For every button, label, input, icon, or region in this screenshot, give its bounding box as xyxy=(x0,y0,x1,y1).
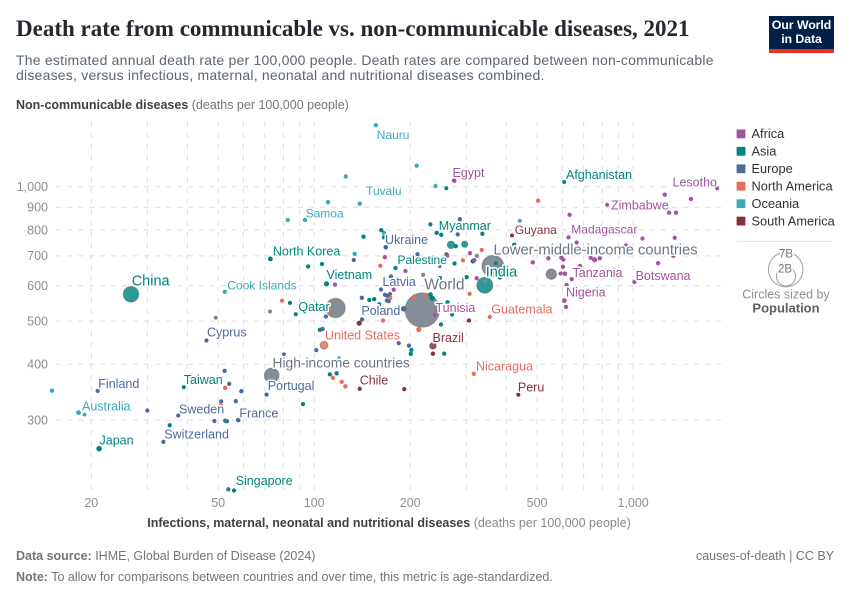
svg-text:Africa: Africa xyxy=(752,126,786,141)
svg-text:Egypt: Egypt xyxy=(453,166,485,180)
svg-text:Tuvalu: Tuvalu xyxy=(366,184,402,198)
svg-text:Europe: Europe xyxy=(752,161,793,176)
svg-text:Circles sized by: Circles sized by xyxy=(742,287,830,301)
svg-text:Switzerland: Switzerland xyxy=(164,427,229,441)
svg-text:Cook Islands: Cook Islands xyxy=(227,279,296,293)
svg-text:Qatar: Qatar xyxy=(298,300,329,314)
svg-text:Lesotho: Lesotho xyxy=(673,176,718,190)
svg-text:Lower-middle-income countries: Lower-middle-income countries xyxy=(494,243,698,259)
svg-text:600: 600 xyxy=(27,279,48,293)
svg-text:United States: United States xyxy=(325,329,400,343)
svg-text:Brazil: Brazil xyxy=(433,331,464,345)
svg-text:Zimbabwe: Zimbabwe xyxy=(611,199,669,213)
svg-text:200: 200 xyxy=(400,496,421,510)
svg-text:1,000: 1,000 xyxy=(617,496,648,510)
svg-text:500: 500 xyxy=(527,496,548,510)
svg-text:400: 400 xyxy=(27,358,48,372)
svg-text:High-income countries: High-income countries xyxy=(273,356,410,371)
svg-text:Peru: Peru xyxy=(518,381,544,395)
svg-text:500: 500 xyxy=(27,314,48,328)
svg-text:China: China xyxy=(132,273,171,289)
svg-text:Singapore: Singapore xyxy=(236,474,293,488)
svg-text:50: 50 xyxy=(211,496,225,510)
svg-text:Finland: Finland xyxy=(98,377,139,391)
svg-text:Nauru: Nauru xyxy=(377,128,410,142)
svg-text:Nigeria: Nigeria xyxy=(566,285,606,299)
svg-text:Asia: Asia xyxy=(752,144,778,159)
svg-text:Palestine: Palestine xyxy=(398,253,448,267)
svg-text:1,000: 1,000 xyxy=(17,180,48,194)
svg-text:Australia: Australia xyxy=(82,399,131,413)
svg-text:Myanmar: Myanmar xyxy=(439,219,491,233)
svg-text:North Korea: North Korea xyxy=(273,245,340,259)
svg-text:Tunisia: Tunisia xyxy=(436,301,476,315)
svg-text:Infections, maternal, neonatal: Infections, maternal, neonatal and nutri… xyxy=(147,516,631,530)
svg-text:300: 300 xyxy=(27,413,48,427)
svg-text:North America: North America xyxy=(752,178,834,193)
svg-text:Poland: Poland xyxy=(361,304,400,318)
svg-text:Taiwan: Taiwan xyxy=(184,373,223,387)
svg-text:Guatemala: Guatemala xyxy=(491,303,552,317)
svg-text:Oceania: Oceania xyxy=(752,196,801,211)
svg-text:Tanzania: Tanzania xyxy=(573,266,623,280)
svg-text:Guyana: Guyana xyxy=(515,223,557,237)
svg-text:France: France xyxy=(239,406,278,420)
svg-text:Latvia: Latvia xyxy=(383,275,416,289)
svg-text:Samoa: Samoa xyxy=(306,207,344,221)
svg-text:Botswana: Botswana xyxy=(636,269,691,283)
svg-text:Portugal: Portugal xyxy=(268,379,315,393)
svg-text:100: 100 xyxy=(304,496,325,510)
svg-text:Ukraine: Ukraine xyxy=(385,233,428,247)
svg-text:Japan: Japan xyxy=(100,434,134,448)
svg-text:Population: Population xyxy=(752,301,819,316)
svg-text:South America: South America xyxy=(752,213,836,228)
svg-text:7B: 7B xyxy=(779,249,793,261)
svg-text:20: 20 xyxy=(84,496,98,510)
svg-text:900: 900 xyxy=(27,201,48,215)
svg-text:2B: 2B xyxy=(778,264,792,276)
svg-text:Cyprus: Cyprus xyxy=(207,325,247,339)
svg-text:Afghanistan: Afghanistan xyxy=(566,168,632,182)
svg-text:World: World xyxy=(424,277,464,294)
svg-text:Chile: Chile xyxy=(360,374,389,388)
svg-text:800: 800 xyxy=(27,223,48,237)
svg-text:Madagascar: Madagascar xyxy=(571,223,637,237)
svg-text:Nicaragua: Nicaragua xyxy=(476,360,533,374)
svg-text:700: 700 xyxy=(27,249,48,263)
svg-text:Vietnam: Vietnam xyxy=(327,268,373,282)
svg-text:India: India xyxy=(486,265,518,281)
svg-text:Sweden: Sweden xyxy=(179,403,224,417)
